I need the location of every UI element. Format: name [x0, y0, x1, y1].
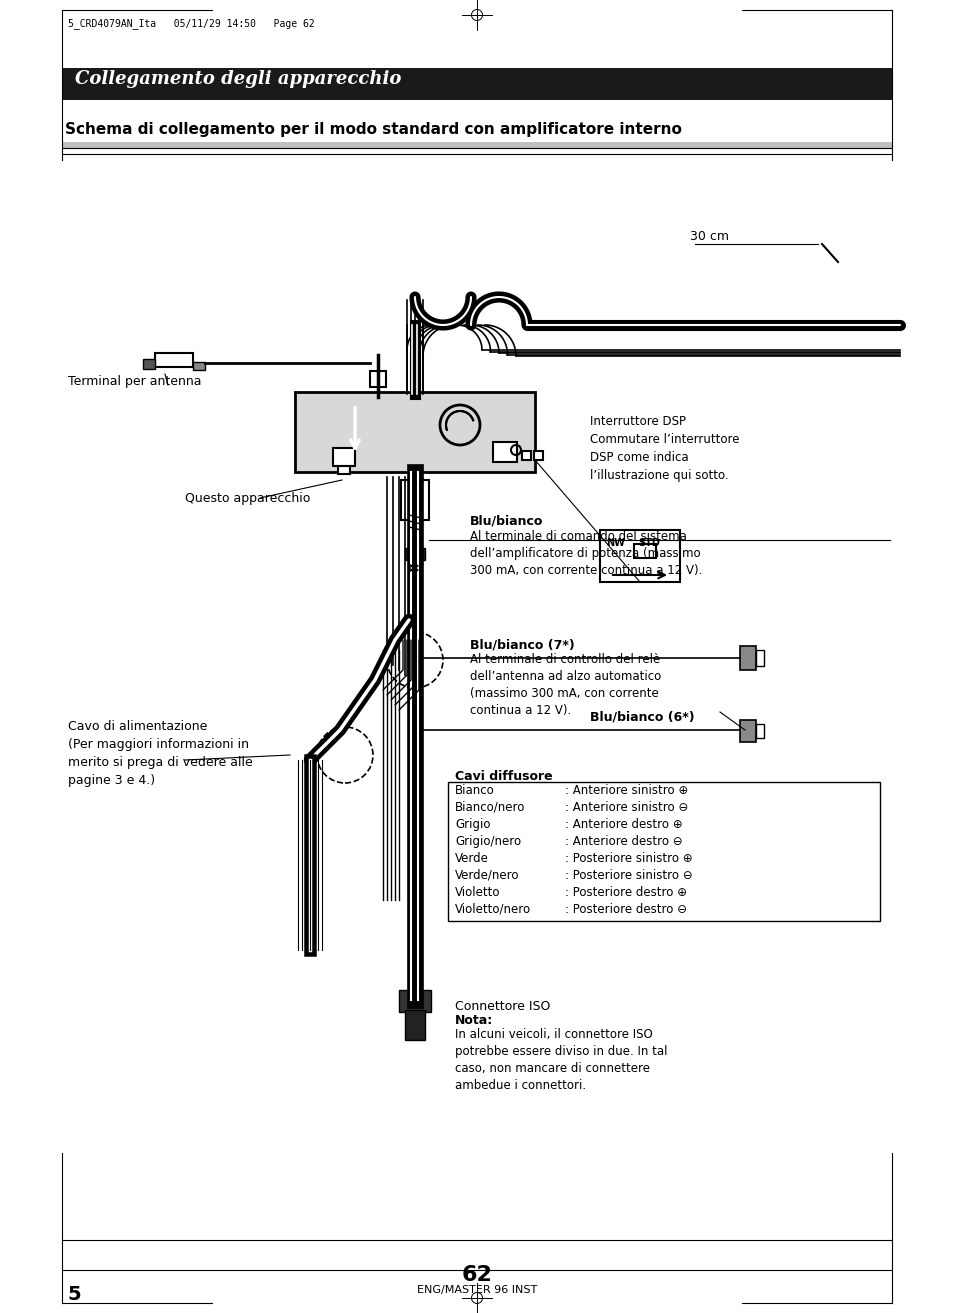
Bar: [405, 548, 424, 561]
Text: Al terminale di comando del sistema
dell’amplificatore di potenza (massimo
300 m: Al terminale di comando del sistema dell…: [470, 530, 701, 576]
Text: Collegamento degli apparecchio: Collegamento degli apparecchio: [75, 70, 401, 88]
Bar: [755, 650, 763, 666]
Text: : Anteriore sinistro ⊕: : Anteriore sinistro ⊕: [564, 784, 687, 797]
Bar: [62, 142, 891, 148]
Text: Cavi diffusore: Cavi diffusore: [455, 769, 552, 783]
Text: Blu/bianco: Blu/bianco: [470, 515, 543, 528]
Bar: [634, 544, 656, 558]
Bar: [143, 358, 154, 369]
Text: Interruttore DSP
Commutare l’interruttore
DSP come indica
l’illustrazione qui so: Interruttore DSP Commutare l’interruttor…: [589, 415, 739, 482]
Text: : Anteriore destro ⊖: : Anteriore destro ⊖: [564, 835, 682, 848]
Text: Bianco/nero: Bianco/nero: [455, 801, 525, 814]
Text: ENG/MASTER 96 INST: ENG/MASTER 96 INST: [416, 1285, 537, 1295]
Text: STD: STD: [638, 538, 659, 548]
Text: 30 cm: 30 cm: [689, 230, 728, 243]
Bar: [740, 720, 755, 742]
Bar: [333, 448, 355, 466]
Text: Bianco: Bianco: [455, 784, 495, 797]
Bar: [370, 372, 386, 387]
Bar: [534, 450, 542, 460]
Text: : Anteriore sinistro ⊖: : Anteriore sinistro ⊖: [564, 801, 687, 814]
Text: : Posteriore destro ⊖: : Posteriore destro ⊖: [564, 903, 686, 916]
Text: Blu/bianco (6*): Blu/bianco (6*): [589, 710, 694, 723]
Text: Schema di collegamento per il modo standard con amplificatore interno: Schema di collegamento per il modo stand…: [65, 122, 681, 137]
Bar: [193, 362, 205, 370]
Text: 5_CRD4079AN_Ita   05/11/29 14:50   Page 62: 5_CRD4079AN_Ita 05/11/29 14:50 Page 62: [68, 18, 314, 29]
Text: : Anteriore destro ⊕: : Anteriore destro ⊕: [564, 818, 682, 831]
Text: In alcuni veicoli, il connettore ISO
potrebbe essere diviso in due. In tal
caso,: In alcuni veicoli, il connettore ISO pot…: [455, 1028, 667, 1092]
Text: Terminal per antenna: Terminal per antenna: [68, 376, 201, 389]
Bar: [755, 723, 763, 738]
Text: Violetto/nero: Violetto/nero: [455, 903, 531, 916]
Text: : Posteriore destro ⊕: : Posteriore destro ⊕: [564, 886, 686, 899]
Text: Al terminale di controllo del relè
dell’antenna ad alzo automatico
(massimo 300 : Al terminale di controllo del relè dell’…: [470, 653, 660, 717]
Text: Nota:: Nota:: [455, 1014, 493, 1027]
Text: Questo apparecchio: Questo apparecchio: [185, 492, 310, 506]
Bar: [448, 783, 879, 920]
Bar: [493, 442, 517, 462]
Text: 62: 62: [461, 1264, 492, 1285]
Text: Verde: Verde: [455, 852, 488, 865]
Text: Grigio/nero: Grigio/nero: [455, 835, 520, 848]
Bar: [402, 484, 427, 509]
Text: Connettore ISO: Connettore ISO: [455, 1001, 550, 1014]
Text: NW: NW: [605, 538, 624, 548]
Bar: [154, 353, 193, 368]
Text: Verde/nero: Verde/nero: [455, 869, 519, 882]
Bar: [398, 990, 431, 1012]
Bar: [337, 466, 350, 474]
Text: 5: 5: [67, 1285, 81, 1304]
Bar: [294, 393, 535, 471]
Text: Cavo di alimentazione
(Per maggiori informazioni in
merito si prega di vedere al: Cavo di alimentazione (Per maggiori info…: [68, 720, 253, 786]
Text: Violetto: Violetto: [455, 886, 500, 899]
Text: : Posteriore sinistro ⊖: : Posteriore sinistro ⊖: [564, 869, 692, 882]
Text: Grigio: Grigio: [455, 818, 490, 831]
Bar: [405, 1010, 424, 1040]
Text: : Posteriore sinistro ⊕: : Posteriore sinistro ⊕: [564, 852, 692, 865]
Bar: [62, 68, 891, 100]
Bar: [740, 646, 755, 670]
Bar: [521, 450, 531, 460]
Text: Blu/bianco (7*): Blu/bianco (7*): [470, 638, 574, 651]
Bar: [599, 530, 679, 582]
Bar: [400, 481, 429, 520]
